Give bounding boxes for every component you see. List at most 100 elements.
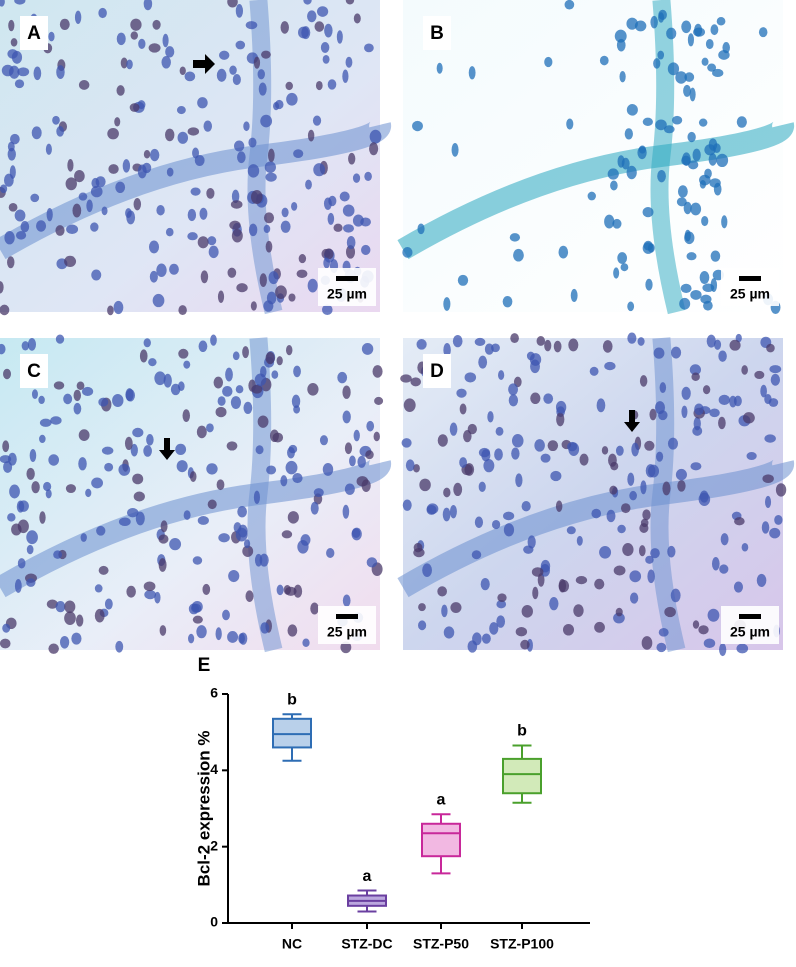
nucleus [72,203,82,218]
box [421,822,461,858]
nucleus [612,218,622,229]
nucleus [197,516,209,525]
nucleus [604,361,616,371]
nucleus [217,290,225,303]
nucleus [471,550,482,560]
nucleus [322,463,334,476]
nucleus [14,579,22,593]
nucleus [457,274,469,286]
nucleus [176,460,188,473]
nucleus [436,62,443,74]
x-tick-label: STZ-P50 [413,936,469,952]
nucleus [98,397,109,407]
nucleus [169,538,182,551]
nucleus [236,283,248,293]
nucleus [464,372,477,383]
nucleus [206,187,215,199]
nucleus [511,447,520,460]
nucleus [481,633,491,644]
nucleus [199,207,208,220]
nucleus [707,608,720,622]
nucleus [158,558,167,572]
nucleus [765,495,772,509]
nucleus [345,0,355,5]
nucleus [280,475,288,487]
nucleus [714,339,722,350]
nucleus [9,65,20,79]
nucleus [564,0,575,10]
nucleus [179,66,186,76]
nucleus [0,0,5,7]
nucleus [644,440,655,451]
nucleus [166,167,174,177]
nucleus [342,504,350,519]
nucleus [534,439,545,452]
nucleus [229,65,237,75]
nucleus [73,402,82,415]
nucleus [681,386,691,400]
nucleus [474,516,484,528]
nucleus [699,179,706,189]
nucleus [694,403,704,416]
nucleus [314,21,325,32]
nucleus [115,640,124,653]
nucleus [342,410,351,424]
nucleus [443,626,455,639]
nucleus [78,192,88,201]
nucleus [639,523,649,533]
nucleus [599,55,609,66]
nucleus [547,440,559,452]
nucleus [280,21,289,34]
nucleus [9,484,20,499]
nucleus [80,533,87,542]
nucleus [357,455,366,468]
nucleus [372,365,383,378]
nucleus [59,18,70,31]
nucleus [474,337,486,346]
panel-label: E [198,655,211,676]
nucleus [2,440,10,453]
nucleus [307,10,317,23]
panel-label: C [27,361,41,382]
nucleus [53,381,65,390]
nucleus [259,553,269,567]
nucleus [459,403,467,415]
nucleus [649,408,657,421]
significance-letter: a [437,791,446,808]
nucleus [320,42,330,53]
scale-label: 25 µm [327,624,367,640]
nucleus [594,578,605,590]
nucleus [281,207,289,218]
scale-label: 25 µm [730,624,770,640]
nucleus [15,231,27,240]
scale-bar [336,276,358,281]
nucleus [540,453,551,463]
nucleus [293,149,304,158]
nucleus [29,448,37,462]
panel-label-box [20,354,48,388]
nucleus [253,490,261,504]
nucleus [91,269,102,281]
panel-label-box [20,16,48,50]
nucleus [364,43,374,53]
nucleus [410,377,422,387]
nucleus [178,348,189,359]
nucleus [766,343,775,353]
nucleus [687,131,696,143]
nucleus [126,210,136,225]
nucleus [683,84,691,97]
nucleus [373,431,380,442]
nucleus [627,472,635,486]
nucleus [196,625,207,639]
nucleus [55,225,65,236]
nucleus [39,418,52,427]
nucleus [26,467,35,480]
nucleus [544,56,553,68]
nucleus [527,535,536,549]
nucleus [43,481,52,492]
nucleus [619,70,626,83]
scale-box [318,606,376,644]
nucleus [183,360,191,369]
nucleus [679,297,691,310]
nucleus [579,453,589,466]
